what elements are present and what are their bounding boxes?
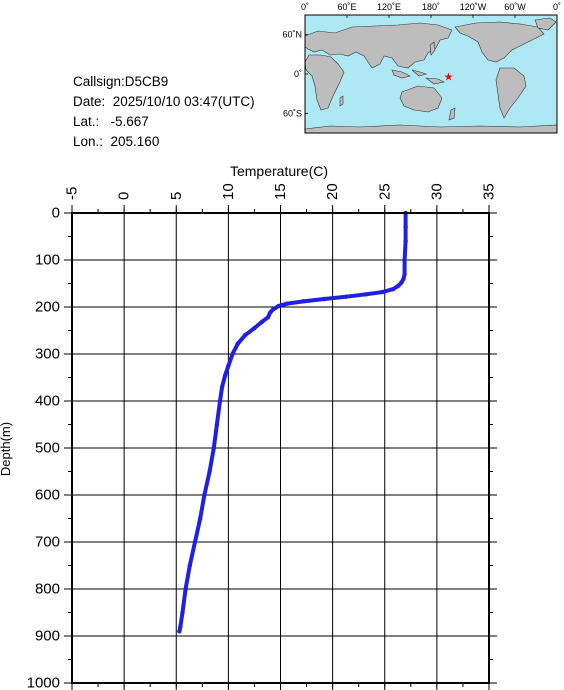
x-tick-label: 0 xyxy=(116,192,133,200)
y-axis-ticks: 0 100 200 300 400 500 600 700 800 900 1000 xyxy=(27,205,497,690)
x-tick-label: 30 xyxy=(428,183,445,200)
map-lon-label: 60˚E xyxy=(337,2,356,12)
data-point xyxy=(180,610,185,615)
data-point xyxy=(177,629,182,634)
data-point xyxy=(214,422,220,427)
data-point xyxy=(226,363,231,368)
data-point xyxy=(259,319,264,325)
data-point xyxy=(276,303,281,309)
map-lat-label: 60˚N xyxy=(282,30,302,40)
data-point xyxy=(211,445,216,451)
map-lon-label: 0˚ xyxy=(301,2,309,12)
star-icon: ★ xyxy=(444,72,454,84)
data-point xyxy=(242,333,248,338)
data-point xyxy=(183,586,188,592)
y-tick-label: 1000 xyxy=(27,675,60,690)
data-point xyxy=(403,239,408,244)
map-latitude-labels: 60˚N 0˚ 60˚S xyxy=(282,30,308,118)
data-point xyxy=(192,539,198,545)
data-point xyxy=(322,296,327,302)
map-lon-label: 180˚ xyxy=(422,2,440,12)
map-lat-label: 60˚S xyxy=(283,108,302,118)
y-tick-label: 400 xyxy=(35,393,60,410)
data-point xyxy=(198,516,203,521)
data-point xyxy=(217,398,223,404)
world-map-inset: 0˚ 60˚E 120˚E 180˚ 120˚W 60˚W 0˚ 60˚N 0˚ 60˚S ★ xyxy=(282,2,561,134)
map-lon-label: 0˚ xyxy=(553,2,561,12)
data-point xyxy=(396,283,401,289)
x-tick-label: 25 xyxy=(376,183,393,200)
x-tick-label: 15 xyxy=(272,183,289,200)
data-point xyxy=(178,624,183,629)
map-longitude-labels: 0˚ 60˚E 120˚E 180˚ 120˚W 60˚W 0˚ xyxy=(301,2,561,18)
x-tick-label: 35 xyxy=(481,183,498,200)
data-point xyxy=(230,351,235,357)
x-tick-label: 10 xyxy=(220,183,237,200)
data-point xyxy=(235,341,240,346)
data-point xyxy=(252,325,257,331)
map-lat-label: 0˚ xyxy=(294,69,302,79)
y-tick-label: 200 xyxy=(35,299,60,316)
longitude-text: Lon.: 205.160 xyxy=(73,134,160,149)
data-point xyxy=(284,301,289,306)
y-tick-label: 800 xyxy=(35,581,60,598)
x-tick-label: 5 xyxy=(168,192,185,200)
map-lon-label: 120˚W xyxy=(460,2,487,12)
y-axis-label: Depth(m) xyxy=(0,422,13,476)
data-point xyxy=(402,257,407,263)
map-lon-label: 120˚E xyxy=(377,2,401,12)
data-point xyxy=(187,563,193,568)
data-point xyxy=(343,294,349,299)
y-tick-label: 700 xyxy=(35,534,60,551)
x-tick-label: -5 xyxy=(64,187,81,200)
callsign-text: Callsign:D5CB9 xyxy=(73,74,169,89)
temperature-profile-points xyxy=(177,210,408,634)
data-point xyxy=(202,492,207,498)
data-point xyxy=(403,224,408,230)
latitude-text: Lat.: -5.667 xyxy=(73,114,149,129)
data-point xyxy=(265,315,271,320)
data-point xyxy=(271,307,276,312)
data-point xyxy=(380,289,385,295)
x-axis-label: Temperature(C) xyxy=(230,163,328,179)
data-point xyxy=(401,276,406,281)
x-tick-label: 20 xyxy=(324,183,341,200)
y-tick-label: 0 xyxy=(52,205,60,222)
data-point xyxy=(207,469,212,474)
map-land xyxy=(304,17,558,134)
data-point xyxy=(402,271,407,277)
temperature-profile-line xyxy=(177,211,408,634)
data-point xyxy=(363,292,369,297)
station-info: Callsign:D5CB9 Date: 2025/10/10 03:47(UT… xyxy=(73,72,255,152)
data-point xyxy=(219,384,225,390)
chart-grid xyxy=(71,212,490,684)
y-tick-label: 300 xyxy=(35,346,60,363)
y-tick-label: 100 xyxy=(35,252,60,269)
map-lon-label: 60˚W xyxy=(504,2,526,12)
date-text: Date: 2025/10/10 03:47(UTC) xyxy=(73,94,255,109)
data-point xyxy=(390,286,396,292)
data-point xyxy=(301,299,306,304)
data-point xyxy=(399,280,404,285)
y-tick-label: 500 xyxy=(35,440,60,457)
data-point xyxy=(267,310,273,315)
y-tick-label: 900 xyxy=(35,628,60,645)
chart-frame xyxy=(71,212,490,684)
y-tick-label: 600 xyxy=(35,487,60,504)
data-point xyxy=(223,372,228,378)
